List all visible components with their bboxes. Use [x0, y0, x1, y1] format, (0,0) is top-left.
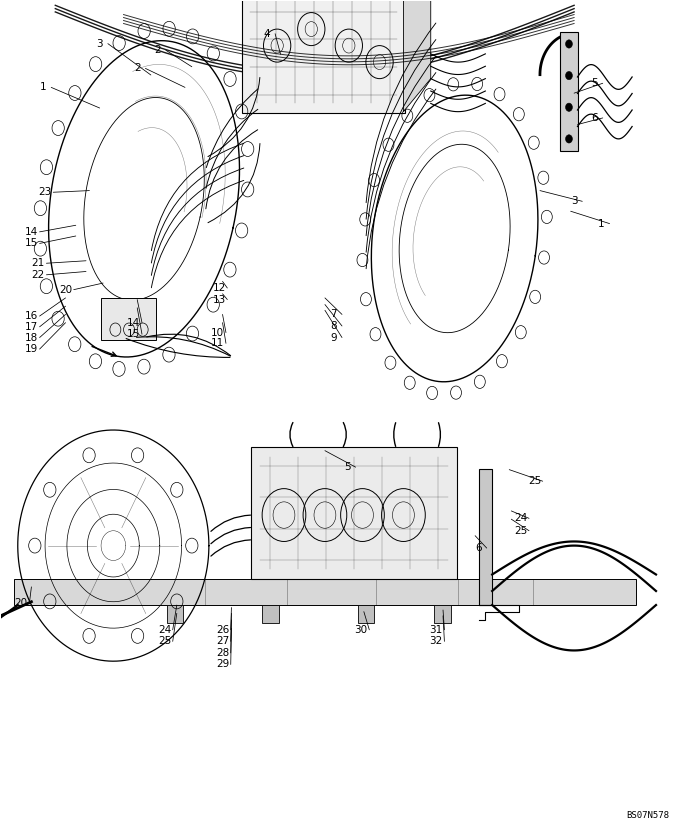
Text: 8: 8 [330, 321, 337, 331]
Bar [479, 469, 492, 605]
Text: 20: 20 [14, 599, 28, 609]
Text: 9: 9 [330, 332, 337, 342]
Text: 24: 24 [514, 514, 527, 523]
Text: 3: 3 [96, 39, 103, 49]
Bar [262, 605, 278, 624]
Text: BS07N578: BS07N578 [627, 810, 670, 820]
Text: 26: 26 [216, 625, 229, 635]
Text: 14: 14 [127, 318, 140, 327]
Text: 11: 11 [211, 338, 224, 348]
Text: 22: 22 [31, 270, 45, 280]
Text: 23: 23 [38, 187, 52, 197]
Polygon shape [404, 0, 431, 112]
Bar [167, 605, 183, 624]
Text: 27: 27 [216, 636, 229, 647]
Text: 5: 5 [344, 462, 351, 472]
Text: 6: 6 [591, 113, 598, 123]
Bar [560, 31, 577, 151]
Text: 1: 1 [40, 83, 47, 93]
Text: 17: 17 [25, 322, 38, 332]
Text: 20: 20 [59, 284, 72, 294]
FancyBboxPatch shape [251, 447, 457, 580]
Text: 15: 15 [25, 238, 38, 248]
Text: 30: 30 [354, 625, 368, 635]
Text: 6: 6 [475, 543, 482, 553]
Text: 3: 3 [570, 196, 577, 206]
Circle shape [566, 40, 573, 48]
Text: 2: 2 [134, 64, 140, 74]
FancyBboxPatch shape [241, 0, 405, 113]
Text: 19: 19 [25, 344, 38, 354]
Text: 10: 10 [211, 327, 224, 337]
Circle shape [566, 71, 573, 79]
Text: 25: 25 [158, 636, 171, 647]
Text: 14: 14 [25, 227, 38, 237]
Circle shape [566, 135, 573, 143]
Text: 12: 12 [213, 283, 226, 293]
Bar [358, 605, 374, 624]
Text: 1: 1 [598, 218, 605, 228]
Text: 4: 4 [263, 29, 270, 39]
Text: 25: 25 [514, 526, 527, 536]
Text: 15: 15 [127, 329, 140, 339]
Text: 31: 31 [430, 625, 443, 635]
Text: 21: 21 [31, 258, 45, 268]
Bar [14, 579, 635, 605]
Text: 2: 2 [155, 45, 161, 55]
Text: 29: 29 [216, 659, 229, 670]
Text: 13: 13 [213, 294, 226, 304]
Circle shape [566, 103, 573, 112]
Text: 28: 28 [216, 648, 229, 658]
Text: 16: 16 [25, 311, 38, 321]
Bar [434, 605, 451, 624]
Text: 7: 7 [330, 309, 337, 319]
Text: 25: 25 [528, 476, 541, 486]
Text: 24: 24 [158, 625, 171, 635]
Text: 32: 32 [430, 636, 443, 647]
FancyBboxPatch shape [101, 298, 157, 340]
Text: 18: 18 [25, 332, 38, 342]
Text: 5: 5 [591, 79, 598, 88]
